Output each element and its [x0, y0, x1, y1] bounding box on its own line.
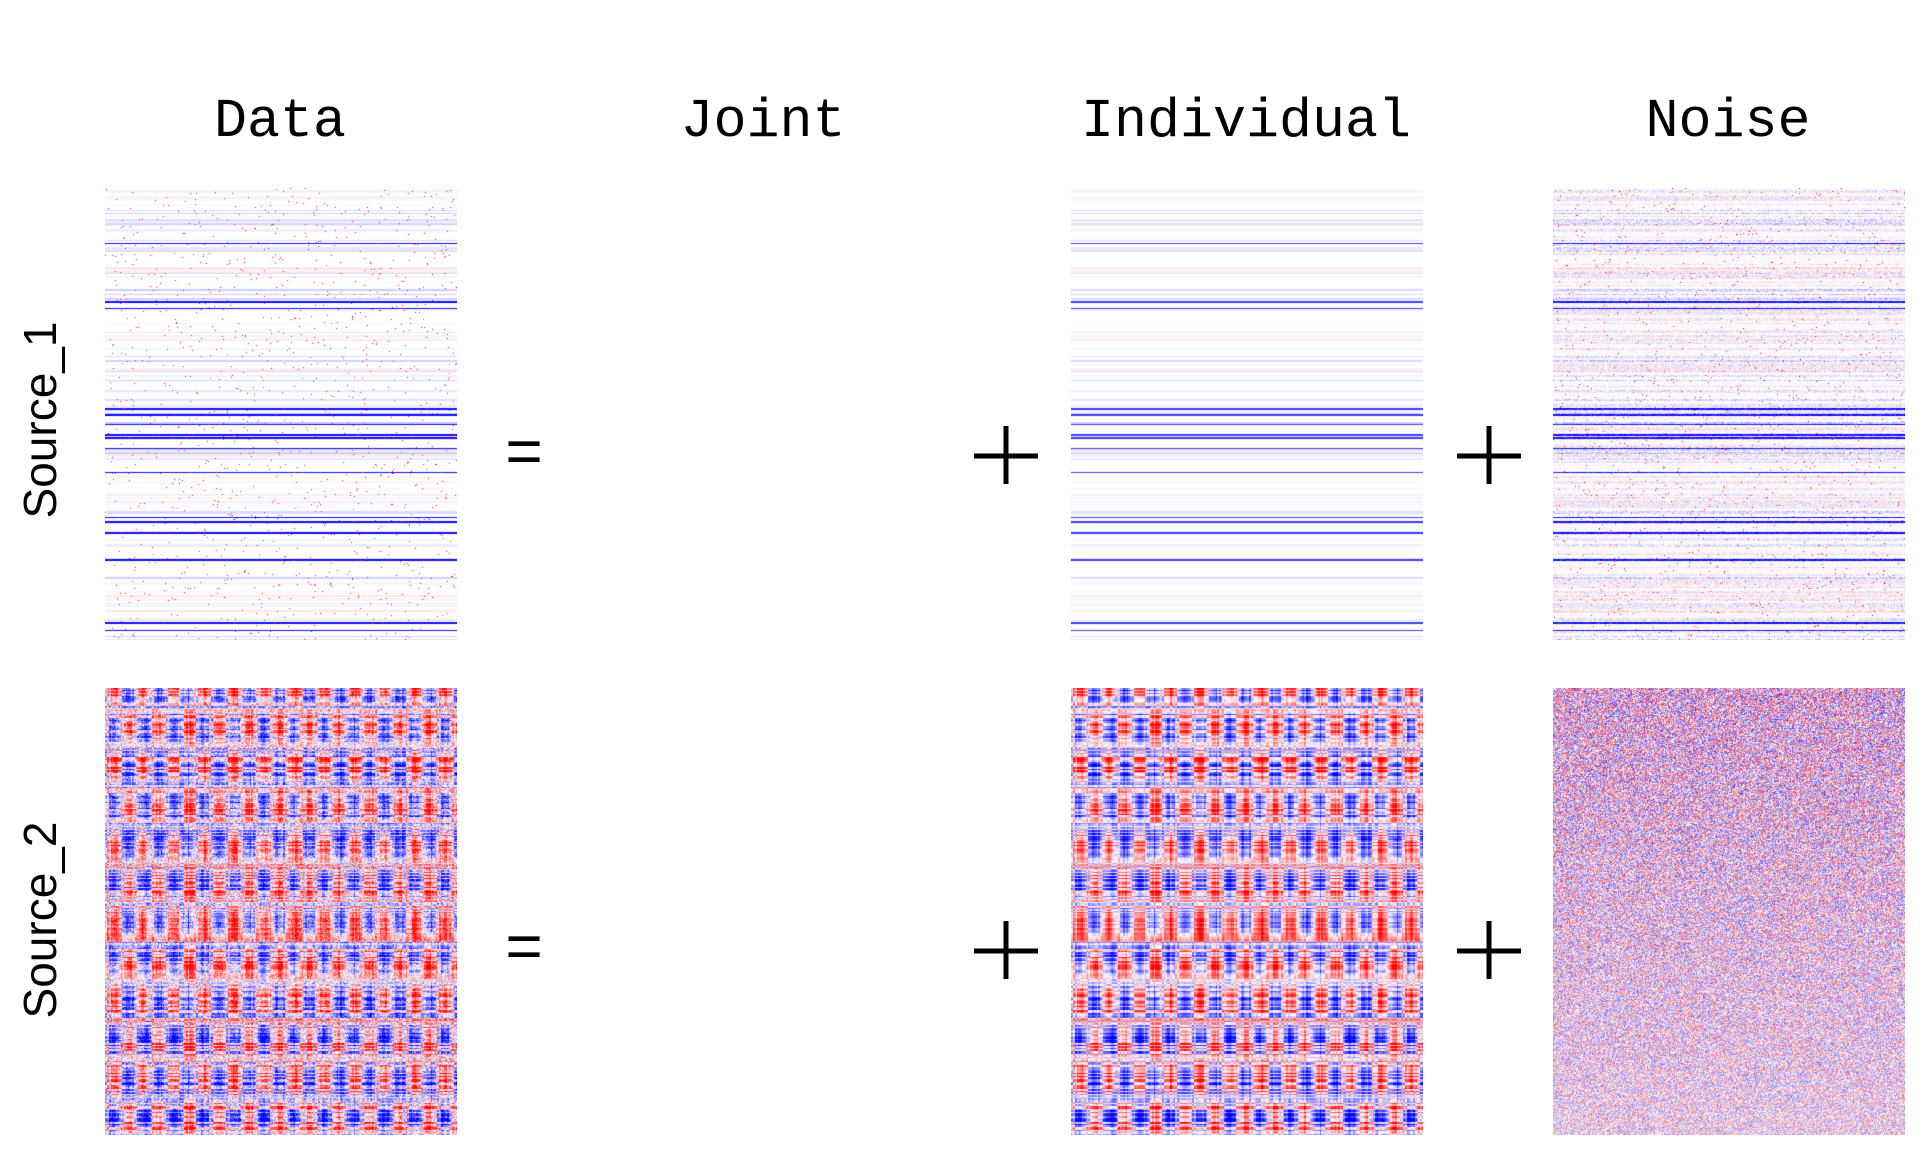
- heatmap-source-1-noise: [1553, 188, 1905, 640]
- heatmap-source-2-noise: [1553, 688, 1905, 1135]
- heatmap-canvas: [1071, 188, 1423, 640]
- heatmap-source-2-joint: [588, 688, 940, 1135]
- heatmap-canvas: [1553, 688, 1905, 1135]
- heatmap-source-2-individual: [1071, 688, 1423, 1135]
- plus-sign-row-1-a: [966, 416, 1046, 496]
- heatmap-canvas: [105, 688, 457, 1135]
- plus-sign-row-1-b: [1449, 416, 1529, 496]
- heatmap-source-1-data: [105, 188, 457, 640]
- row-label-source-1-text: Source_1: [14, 321, 66, 519]
- heatmap-canvas: [1553, 188, 1905, 640]
- heatmap-canvas: [1071, 688, 1423, 1135]
- column-title-joint: Joint: [680, 90, 846, 153]
- column-title-individual: Individual: [1080, 90, 1412, 153]
- heatmap-source-2-data: [105, 688, 457, 1135]
- heatmap-source-1-individual: [1071, 188, 1423, 640]
- heatmap-canvas: [105, 188, 457, 640]
- equals-sign-row-2: =: [505, 910, 543, 982]
- equals-sign-row-1: =: [505, 415, 543, 487]
- row-label-source-2: Source_2: [0, 690, 80, 1150]
- column-title-data: Data: [213, 90, 347, 153]
- row-label-source-2-text: Source_2: [14, 821, 66, 1019]
- heatmap-source-1-joint: [588, 188, 940, 640]
- row-label-source-1: Source_1: [0, 190, 80, 650]
- column-title-noise: Noise: [1645, 90, 1811, 153]
- plus-sign-row-2-a: [966, 911, 1046, 991]
- plus-sign-row-2-b: [1449, 911, 1529, 991]
